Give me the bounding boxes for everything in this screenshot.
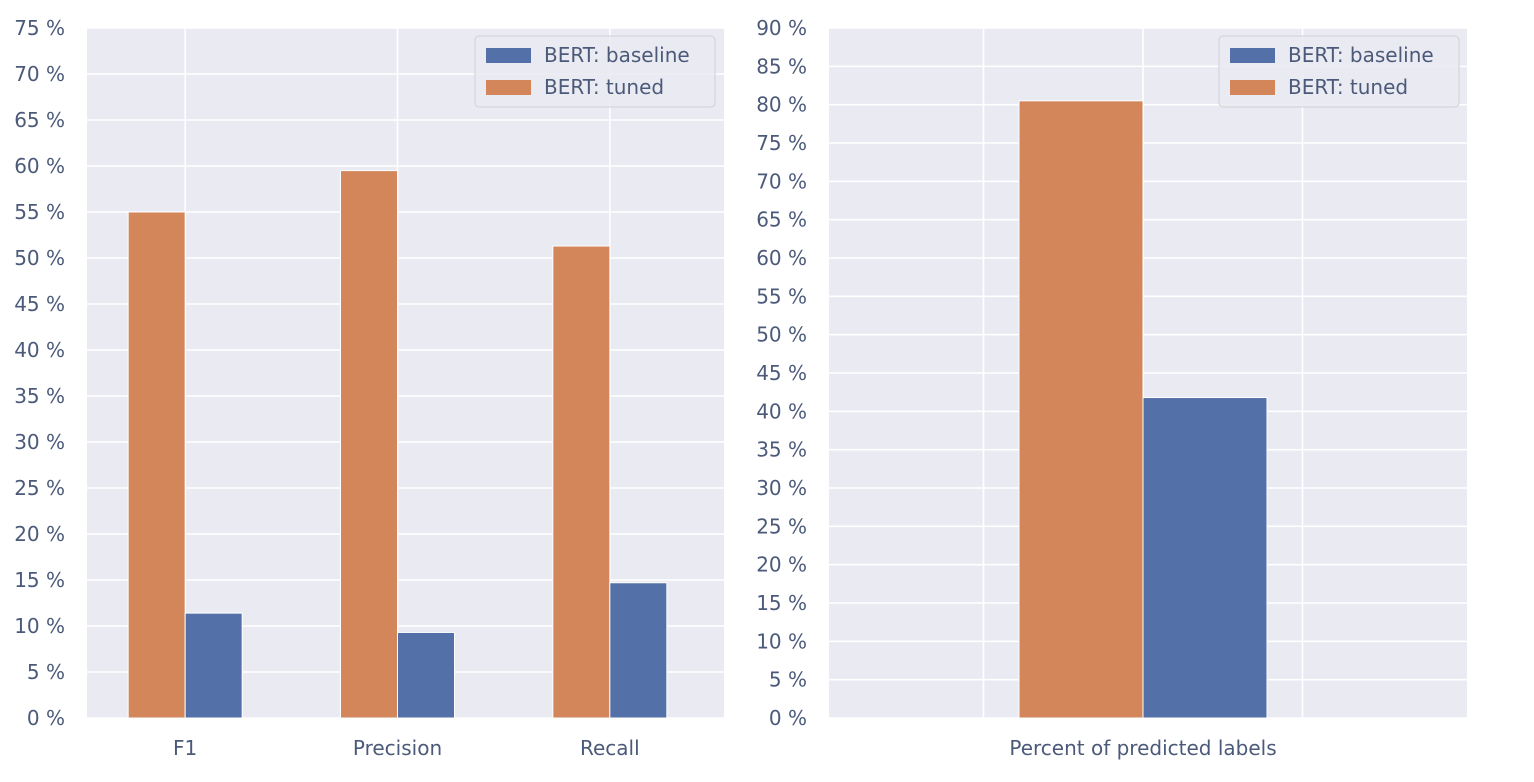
y-tick-label: 60 % bbox=[14, 154, 65, 178]
y-tick-label: 15 % bbox=[14, 568, 65, 592]
y-tick-label: 35 % bbox=[14, 384, 65, 408]
y-tick-label: 75 % bbox=[14, 16, 65, 40]
y-tick-label: 50 % bbox=[756, 323, 807, 347]
y-tick-label: 55 % bbox=[14, 200, 65, 224]
y-tick-label: 45 % bbox=[756, 361, 807, 385]
x-tick-label: Precision bbox=[353, 736, 442, 760]
x-tick-label: Percent of predicted labels bbox=[1009, 736, 1276, 760]
bar-baseline-precision bbox=[397, 631, 455, 719]
y-tick-label: 0 % bbox=[769, 706, 807, 730]
y-tick-label: 65 % bbox=[14, 108, 65, 132]
y-tick-label: 40 % bbox=[756, 399, 807, 423]
y-tick-label: 30 % bbox=[14, 430, 65, 454]
y-tick-label: 20 % bbox=[756, 553, 807, 577]
y-tick-label: 90 % bbox=[756, 16, 807, 40]
bar-baseline-percent-of-predicted-labels bbox=[1142, 397, 1268, 719]
y-tick-label: 75 % bbox=[756, 131, 807, 155]
y-tick-label: 45 % bbox=[14, 292, 65, 316]
bar-baseline-f1 bbox=[184, 612, 243, 719]
legend-swatch bbox=[486, 80, 531, 95]
y-tick-label: 70 % bbox=[756, 169, 807, 193]
legend-entry: BERT: tuned bbox=[1288, 75, 1408, 99]
y-tick-label: 15 % bbox=[756, 591, 807, 615]
y-tick-label: 50 % bbox=[14, 246, 65, 270]
legend-box bbox=[1218, 35, 1460, 108]
y-tick-label: 35 % bbox=[756, 438, 807, 462]
x-tick-label: F1 bbox=[173, 736, 197, 760]
y-tick-label: 65 % bbox=[756, 208, 807, 232]
bar-baseline-recall bbox=[609, 582, 668, 719]
y-tick-label: 25 % bbox=[756, 514, 807, 538]
bar-tuned-percent-of-predicted-labels bbox=[1018, 100, 1144, 719]
legend-swatch bbox=[486, 48, 531, 63]
y-tick-label: 40 % bbox=[14, 338, 65, 362]
y-tick-label: 60 % bbox=[756, 246, 807, 270]
legend-swatch bbox=[1230, 80, 1275, 95]
legend-entry: BERT: baseline bbox=[544, 43, 690, 67]
y-tick-label: 10 % bbox=[14, 614, 65, 638]
y-tick-label: 5 % bbox=[27, 660, 65, 684]
legend-entry: BERT: tuned bbox=[544, 75, 664, 99]
y-tick-label: 55 % bbox=[756, 284, 807, 308]
bar-tuned-precision bbox=[340, 170, 398, 719]
y-tick-label: 30 % bbox=[756, 476, 807, 500]
legend-entry: BERT: baseline bbox=[1288, 43, 1434, 67]
legend: BERT: baseline BERT: tuned bbox=[474, 35, 716, 108]
right-predicted-labels-chart: 0 % 5 % 10 % 15 % 20 % 25 % 30 % 35 % 40 % 45 % 50… bbox=[756, 16, 1467, 760]
y-tick-label: 5 % bbox=[769, 668, 807, 692]
legend-box bbox=[474, 35, 716, 108]
y-tick-label: 70 % bbox=[14, 62, 65, 86]
y-tick-label: 80 % bbox=[756, 93, 807, 117]
y-tick-label: 25 % bbox=[14, 476, 65, 500]
x-tick-label: Recall bbox=[580, 736, 640, 760]
y-tick-label: 10 % bbox=[756, 629, 807, 653]
left-metrics-chart: 0 % 5 % 10 % 15 % 20 % 25 % 30 % 35 % 40 % 45 % 50… bbox=[14, 16, 724, 760]
legend-swatch bbox=[1230, 48, 1275, 63]
bar-tuned-recall bbox=[552, 245, 611, 719]
y-tick-label: 0 % bbox=[27, 706, 65, 730]
y-tick-label: 20 % bbox=[14, 522, 65, 546]
bar-tuned-f1 bbox=[127, 211, 186, 719]
legend: BERT: baseline BERT: tuned bbox=[1218, 35, 1460, 108]
y-tick-label: 85 % bbox=[756, 54, 807, 78]
